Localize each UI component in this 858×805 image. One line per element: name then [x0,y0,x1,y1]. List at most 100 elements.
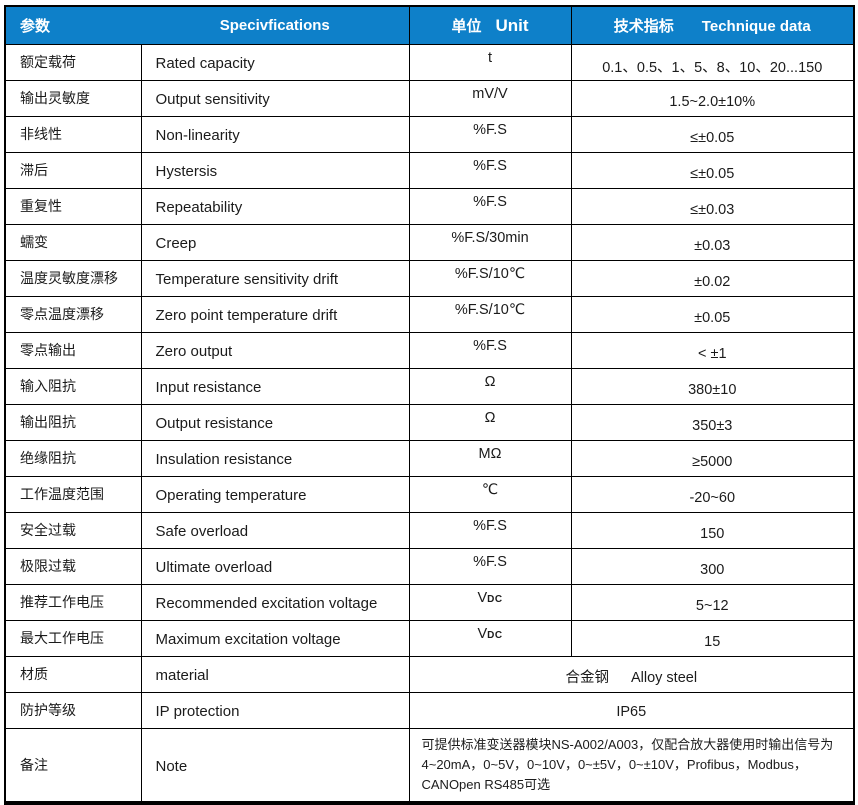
param-name-en-cell: Ultimate overload [140,547,410,585]
unit-cell: Ω [408,367,572,405]
value-cell: ±0.03 [570,223,855,261]
header-tech-cn: 技术指标 [613,17,674,35]
value-cell: 350±3 [570,403,855,441]
table-row: 推荐工作电压 Recommended excitation voltage VDC 5… [4,583,855,621]
unit-cell: %F.S [408,151,572,189]
table-row: 最大工作电压 Maximum excitation voltage VDC 15 [4,619,855,657]
param-name-en-cell: Repeatability [140,187,410,225]
value-cell: 5~12 [570,583,855,621]
unit-cell: t [408,43,572,81]
unit-subscript: DC [487,630,503,641]
unit-cell: %F.S/10℃ [408,295,572,333]
merged-value-cell: 合金钢 Alloy steel [408,655,855,693]
unit-cell: %F.S/10℃ [408,259,572,297]
value-cell: 300 [570,547,855,585]
param-name-en-cell: Hystersis [140,151,410,189]
param-name-cn-cell: 极限过载 [4,547,142,585]
header-unit-cn: 单位 [451,17,482,35]
table-row: 输出灵敏度 Output sensitivity mV/V 1.5~2.0±10% [4,79,855,117]
param-name-en-cell: Operating temperature [140,475,410,513]
header-param-label: 参数 [20,17,51,35]
specifications-table: 参数 Specivfications 单位 Unit 技术指标 Technique … [4,5,855,805]
unit-cell: ℃ [408,475,572,513]
param-name-en-cell: Note [140,727,410,804]
value-cell: -20~60 [570,475,855,513]
value-cell: 380±10 [570,367,855,405]
param-name-en-cell: material [140,655,410,693]
param-name-cn-cell: 输出灵敏度 [4,79,142,117]
table-row: 安全过载 Safe overload %F.S 150 [4,511,855,549]
table-row: 滞后 Hystersis %F.S ≤±0.05 [4,151,855,189]
param-name-cn-cell: 工作温度范围 [4,475,142,513]
spec-rows: 额定载荷 Rated capacity t 0.1、0.5、1、5、8、10、20..… [4,43,855,804]
value-cell: ±0.05 [570,295,855,333]
value-cell: ±0.02 [570,259,855,297]
unit-cell: %F.S [408,331,572,369]
unit-cell: %F.S [408,511,572,549]
param-name-cn-cell: 绝缘阻抗 [4,439,142,477]
param-name-cn-cell: 滞后 [4,151,142,189]
table-header: 参数 Specivfications 单位 Unit 技术指标 Technique … [5,6,854,45]
unit-cell: MΩ [408,439,572,477]
value-cell: < ±1 [570,331,855,369]
table-row: 输入阻抗 Input resistance Ω 380±10 [4,367,855,405]
table-row: 额定载荷 Rated capacity t 0.1、0.5、1、5、8、10、20..… [4,43,855,81]
param-name-cn-cell: 防护等级 [4,691,142,729]
param-name-cn-cell: 温度灵敏度漂移 [4,259,142,297]
param-name-en-cell: Safe overload [140,511,410,549]
value-cell: 15 [570,619,855,657]
table-row: 输出阻抗 Output resistance Ω 350±3 [4,403,855,441]
table-row: 零点温度漂移 Zero point temperature drift %F.S/1… [4,295,855,333]
header-unit-en: Unit [495,15,529,35]
value-cell: ≥5000 [570,439,855,477]
merged-value-cell: IP65 [408,691,855,729]
param-name-cn-cell: 安全过载 [4,511,142,549]
value-cell: 150 [570,511,855,549]
param-name-en-cell: Creep [140,223,410,261]
param-name-cn-cell: 推荐工作电压 [4,583,142,621]
table-row: 防护等级 IP protection IP65 [4,691,855,729]
table-row: 材质 material 合金钢 Alloy steel [4,655,855,693]
param-name-cn-cell: 输出阻抗 [4,403,142,441]
param-name-en-cell: Zero point temperature drift [140,295,410,333]
header-row: 参数 Specivfications 单位 Unit 技术指标 Technique … [5,6,854,45]
param-name-cn-cell: 零点输出 [4,331,142,369]
note-text-cell: 可提供标准变送器模块NS-A002/A003，仅配合放大器使用时输出信号为4~2… [408,727,855,804]
table-row: 备注 Note 可提供标准变送器模块NS-A002/A003，仅配合放大器使用时输出… [4,727,855,804]
param-name-en-cell: Output sensitivity [140,79,410,117]
param-name-en-cell: IP protection [140,691,410,729]
merged-value-en: Alloy steel [630,669,698,686]
table-row: 非线性 Non-linearity %F.S ≤±0.05 [4,115,855,153]
table-row: 温度灵敏度漂移 Temperature sensitivity drift %F.S… [4,259,855,297]
table-row: 工作温度范围 Operating temperature ℃ -20~60 [4,475,855,513]
param-name-en-cell: Zero output [140,331,410,369]
unit-subscript: DC [487,594,503,605]
value-cell: ≤±0.03 [570,187,855,225]
param-name-cn-cell: 蠕变 [4,223,142,261]
param-name-en-cell: Maximum excitation voltage [140,619,410,657]
param-name-cn-cell: 非线性 [4,115,142,153]
param-name-en-cell: Insulation resistance [140,439,410,477]
table-row: 重复性 Repeatability %F.S ≤±0.03 [4,187,855,225]
param-name-cn-cell: 备注 [4,727,142,804]
header-technique-data: 技术指标 Technique data [570,6,854,45]
merged-value-cn: 合金钢 [565,669,609,686]
header-param: 参数 [5,6,141,45]
unit-cell: %F.S [408,547,572,585]
param-name-cn-cell: 材质 [4,655,142,693]
unit-cell: %F.S/30min [408,223,572,261]
param-name-en-cell: Temperature sensitivity drift [140,259,410,297]
param-name-cn-cell: 输入阻抗 [4,367,142,405]
value-cell: ≤±0.05 [570,151,855,189]
value-cell: ≤±0.05 [570,115,855,153]
header-unit: 单位 Unit [408,6,572,45]
param-name-cn-cell: 重复性 [4,187,142,225]
value-cell: 1.5~2.0±10% [570,79,855,117]
param-name-en-cell: Output resistance [140,403,410,441]
unit-cell: Ω [408,403,572,441]
header-tech-en: Technique data [701,17,811,35]
param-name-cn-cell: 最大工作电压 [4,619,142,657]
param-name-en-cell: Rated capacity [140,43,410,81]
unit-cell: %F.S [408,187,572,225]
